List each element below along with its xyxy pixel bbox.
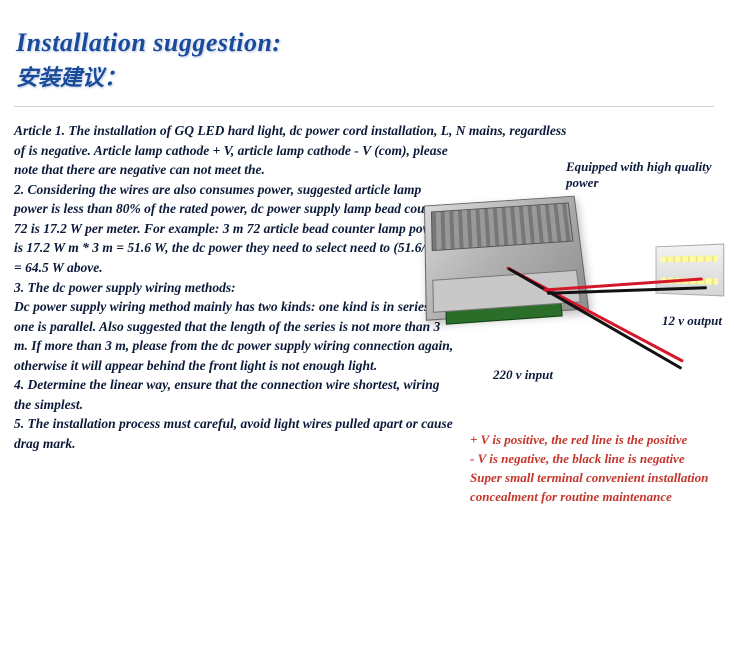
- note-terminal: Super small terminal convenient installa…: [470, 469, 720, 507]
- title-en: Installation suggestion:: [16, 28, 734, 58]
- article-1-cont: of is negative. Article lamp cathode + V…: [14, 141, 454, 180]
- title-cn: 安装建议：: [16, 60, 734, 92]
- article-3-body: Dc power supply wiring method mainly has…: [14, 297, 454, 375]
- caption-12v: 12 v output: [662, 313, 722, 329]
- article-1-line1: Article 1. The installation of GQ LED ha…: [14, 121, 714, 141]
- article-2: 2. Considering the wires are also consum…: [14, 180, 454, 278]
- caption-220v: 220 v input: [493, 367, 553, 383]
- caption-quality: Equipped with high quality power: [566, 159, 716, 191]
- note-negative: - V is negative, the black line is negat…: [470, 450, 720, 469]
- terminal-block: [445, 300, 562, 325]
- title-block: Installation suggestion: 安装建议：: [0, 0, 734, 92]
- separator: [14, 106, 714, 107]
- diagram: Equipped with high quality power 12 v ou…: [435, 155, 720, 380]
- polarity-notes: + V is positive, the red line is the pos…: [470, 431, 720, 506]
- note-positive: + V is positive, the red line is the pos…: [470, 431, 720, 450]
- instruction-text: Article 1. The installation of GQ LED ha…: [14, 121, 454, 454]
- article-3-heading: 3. The dc power supply wiring methods:: [14, 278, 454, 298]
- article-5: 5. The installation process must careful…: [14, 414, 454, 453]
- article-4: 4. Determine the linear way, ensure that…: [14, 375, 454, 414]
